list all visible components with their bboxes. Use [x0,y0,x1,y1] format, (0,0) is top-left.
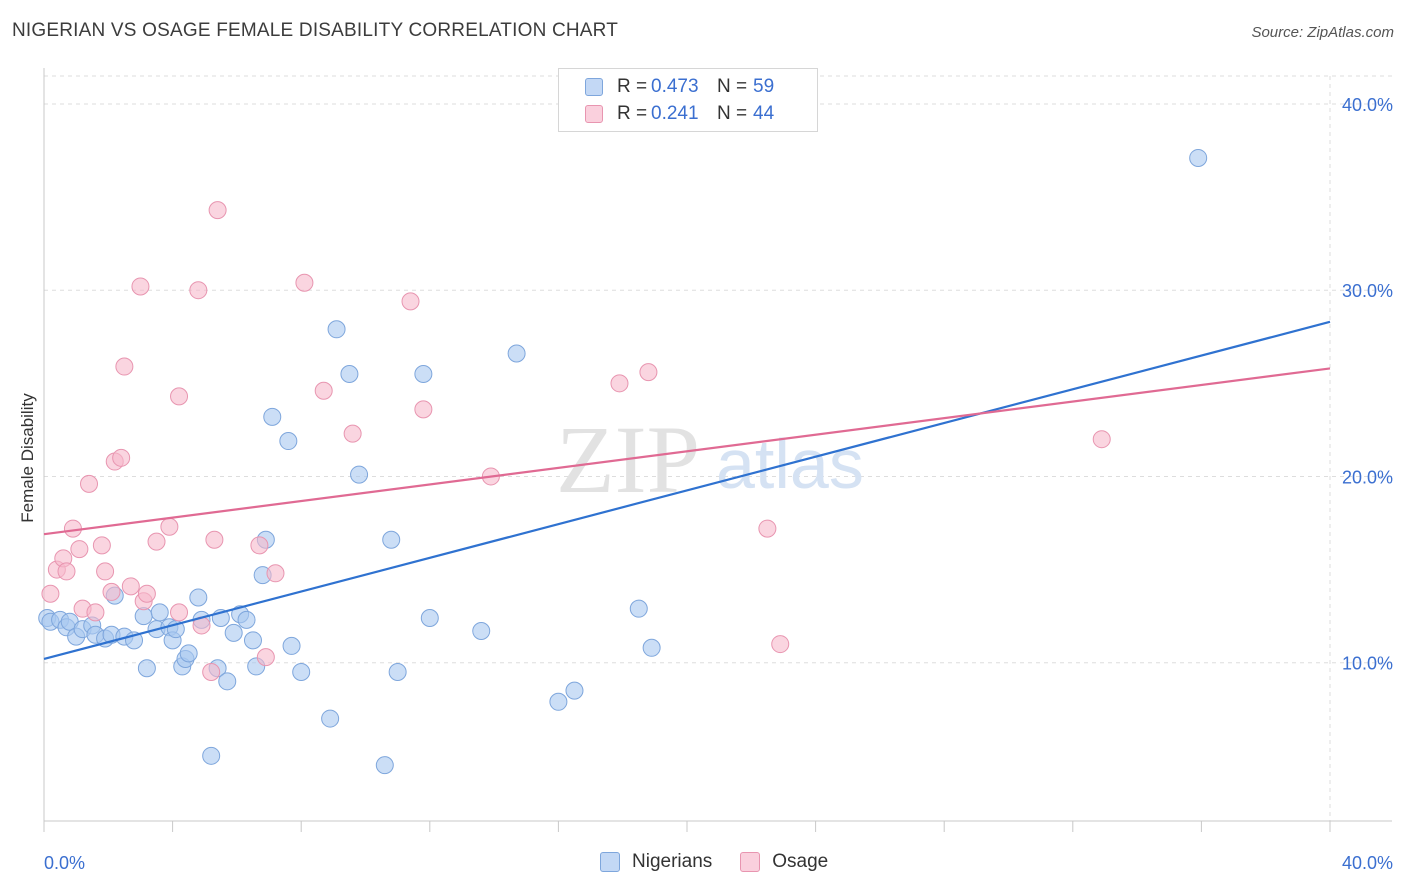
osage-point [771,635,790,654]
nigerians-point [375,756,394,775]
nigerians-point [218,672,237,691]
x-tick-label: 40.0% [1342,853,1393,873]
y-tick-label: 40.0% [1342,95,1393,115]
nigerians-legend-swatch [600,852,620,872]
nigerians-point [263,407,282,426]
nigerians-point [414,365,433,383]
osage-point [639,363,658,382]
nigerians-point [642,638,661,657]
r-label: R = [617,76,648,97]
osage-point [401,292,420,311]
osage-point [189,281,208,300]
y-tick-label: 10.0% [1342,654,1393,674]
osage-point [295,273,314,292]
osage-point [205,530,224,549]
nigerians-point [321,709,340,728]
nigerians-point [282,636,301,655]
osage-point [102,582,121,601]
osage-point [70,540,89,559]
osage-legend-swatch [740,852,761,872]
nigerians-point [549,692,568,711]
nigerians-point [243,631,262,650]
chart-title: NIGERIAN VS OSAGE FEMALE DISABILITY CORR… [12,20,619,41]
stats-legend-row-nigerians: R = 0.473 N = 59 [585,75,774,99]
r-value: 0.241 [651,103,699,124]
nigerians-point [472,622,491,641]
osage-point [256,648,275,667]
nigerians-point [179,644,198,663]
nigerians-point [137,659,156,678]
osage-point [250,536,269,555]
osage-point [80,474,99,493]
nigerians-point [202,746,221,765]
nigerians-swatch [585,78,603,96]
y-tick-label: 30.0% [1342,281,1393,301]
n-value: 59 [753,76,775,97]
osage-point [57,562,76,581]
osage-point [170,603,189,622]
osage-point [41,584,60,603]
r-label: R = [617,103,648,124]
legend-label-osage: Osage [772,851,829,872]
osage-point [115,357,134,376]
n-value: 44 [753,103,775,124]
osage-point [92,536,111,555]
y-tick-label: 20.0% [1342,467,1393,487]
osage-point [121,577,140,596]
osage-point [131,277,150,296]
osage-point [96,562,115,581]
osage-point [147,532,166,551]
osage-point [610,374,629,393]
nigerians-point [340,365,359,383]
osage-swatch [585,105,603,123]
r-value: 0.473 [651,76,699,97]
nigerians-point [292,663,311,681]
nigerians-trendline [43,320,1331,661]
osage-point [266,564,285,583]
nigerians-point [224,623,243,642]
osage-point [160,517,179,536]
legend-label-nigerians: Nigerians [632,851,713,872]
osage-point [343,424,362,443]
nigerians-point [507,344,526,363]
nigerians-point [420,608,439,627]
legend-item-nigerians: Nigerians [600,851,712,873]
source-label: Source: ZipAtlas.com [1251,24,1394,41]
nigerians-point [388,663,407,681]
nigerians-point [565,681,584,700]
nigerians-point [382,530,401,549]
osage-point [137,584,156,603]
osage-point [112,448,131,467]
osage-trendline [43,367,1331,536]
n-label: N = [717,76,748,97]
x-tick-label: 0.0% [44,853,85,873]
stats-legend-row-osage: R = 0.241 N = 44 [585,102,774,126]
nigerians-point [279,432,298,451]
stats-legend: R = 0.473 N = 59 R = 0.241 N = 44 [558,68,818,132]
osage-point [414,400,433,419]
nigerians-point [327,320,346,339]
osage-point [1092,430,1111,449]
osage-point [86,603,105,622]
osage-point [202,663,221,681]
n-label: N = [717,103,748,124]
series-legend: Nigerians Osage [600,851,856,873]
nigerians-point [350,465,369,484]
osage-point [758,519,777,538]
osage-point [170,387,189,406]
osage-point [314,381,333,400]
nigerians-point [237,610,256,629]
nigerians-point [629,599,648,618]
nigerians-point [150,603,169,622]
legend-item-osage: Osage [740,851,828,873]
osage-point [208,201,227,220]
nigerians-point [189,588,208,607]
nigerians-point [1189,148,1208,167]
